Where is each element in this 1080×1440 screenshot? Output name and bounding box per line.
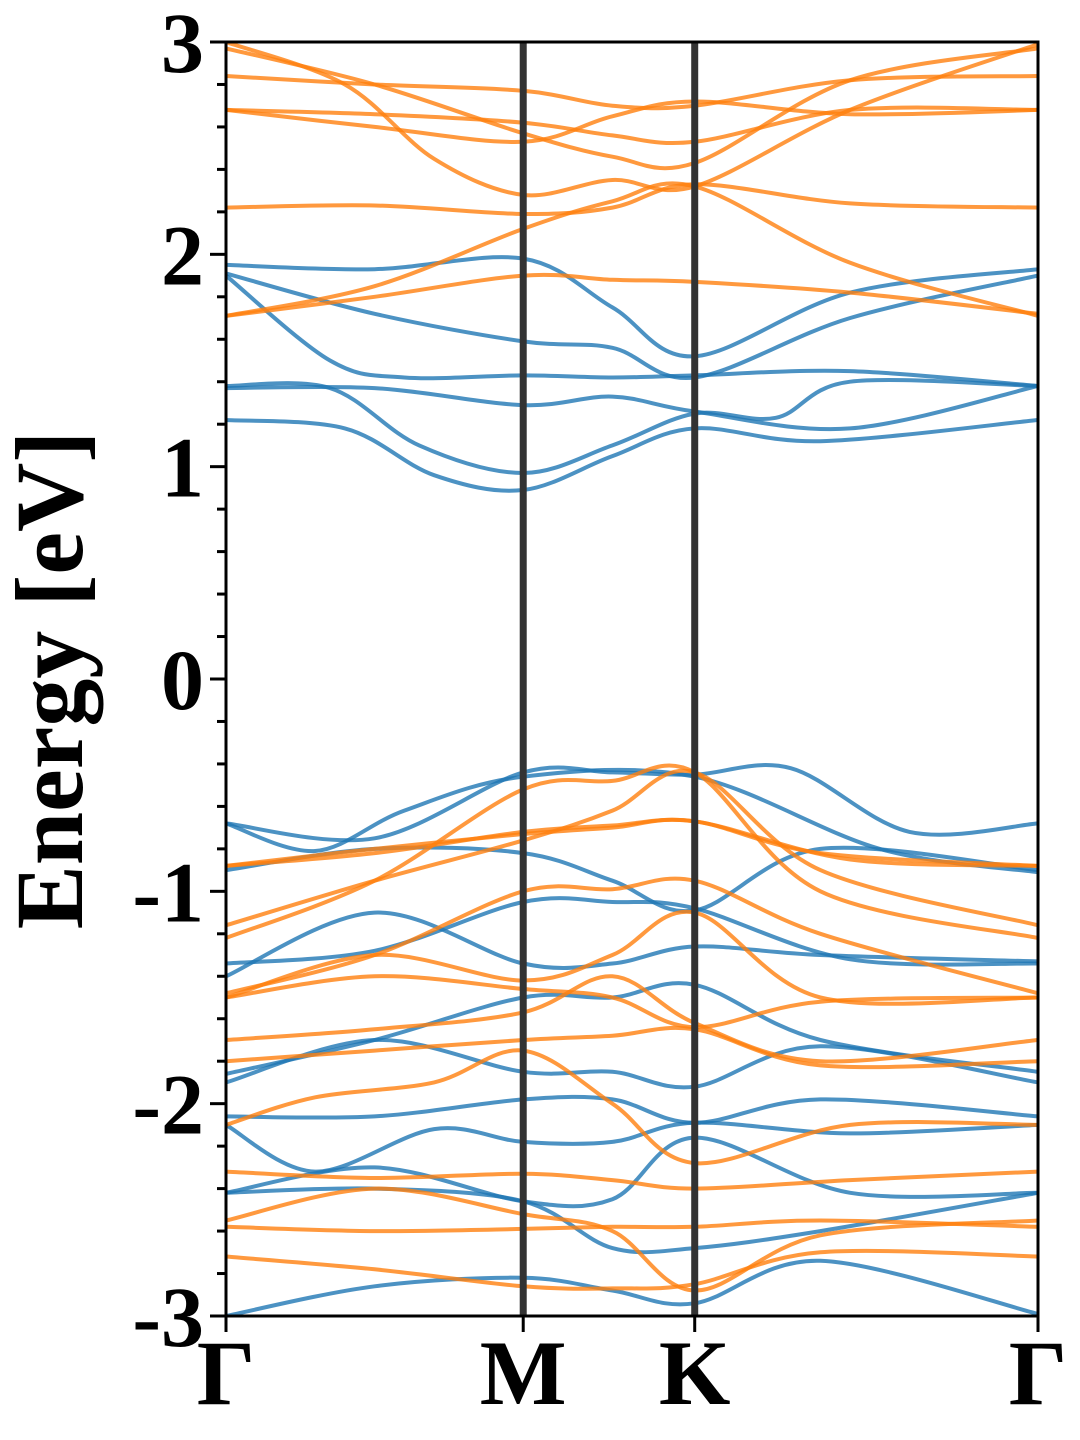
band-line-spin-up-13 xyxy=(226,1094,1038,1125)
band-line-spin-down-36 xyxy=(226,1169,1038,1191)
y-axis-ticks: 3 2 1 0 -1 -2 -3 xyxy=(132,0,226,1365)
y-tick-label: 0 xyxy=(161,632,204,728)
band-line-spin-up-4 xyxy=(226,378,1038,475)
band-line-spin-down-30 xyxy=(226,876,1038,996)
high-symmetry-lines xyxy=(519,42,699,1316)
y-tick-label: 1 xyxy=(161,420,204,516)
band-lines-group xyxy=(226,42,1038,1316)
band-line-spin-down-20 xyxy=(226,99,1038,144)
band-line-spin-down-33 xyxy=(226,974,1038,1064)
x-tick-label-2: K xyxy=(659,1322,731,1424)
band-line-spin-down-23 xyxy=(226,182,1038,217)
band-line-spin-up-17 xyxy=(226,1258,1038,1316)
band-line-spin-down-27 xyxy=(226,817,1038,868)
y-tick-label: 3 xyxy=(161,0,204,91)
band-line-spin-down-29 xyxy=(226,763,1038,940)
band-line-spin-up-10 xyxy=(226,910,1038,979)
band-line-spin-up-3 xyxy=(226,384,1038,432)
band-line-spin-down-37 xyxy=(226,1186,1038,1293)
x-tick-label-3: Γ xyxy=(1009,1322,1068,1424)
band-line-spin-up-12 xyxy=(226,1037,1038,1090)
band-line-spin-down-39 xyxy=(226,1248,1038,1291)
band-line-spin-down-38 xyxy=(226,1218,1038,1234)
plot-frame xyxy=(224,40,1040,1318)
band-line-spin-down-35 xyxy=(226,1048,1038,1166)
band-line-spin-down-21 xyxy=(226,46,1038,171)
band-line-spin-up-15 xyxy=(226,1135,1038,1209)
y-tick-label: 2 xyxy=(161,207,204,303)
band-line-spin-down-22 xyxy=(226,42,1038,198)
y-tick-label: -1 xyxy=(132,844,204,940)
band-line-spin-up-9 xyxy=(226,896,1038,967)
y-axis-label: Energy [eV] xyxy=(0,431,103,930)
band-line-spin-up-2 xyxy=(226,274,1038,388)
x-tick-label-1: M xyxy=(480,1322,567,1424)
band-line-spin-up-5 xyxy=(226,418,1038,493)
band-line-spin-down-26 xyxy=(226,817,1038,868)
band-line-spin-up-1 xyxy=(226,271,1038,381)
band-line-spin-down-24 xyxy=(226,181,1038,318)
y-tick-label: -3 xyxy=(132,1269,204,1365)
band-line-spin-down-34 xyxy=(226,1025,1038,1070)
band-line-spin-down-18 xyxy=(226,74,1038,111)
band-line-spin-up-6 xyxy=(226,763,1038,843)
band-line-spin-down-25 xyxy=(226,272,1038,318)
band-line-spin-down-19 xyxy=(226,105,1038,146)
band-line-spin-up-14 xyxy=(226,1120,1038,1174)
x-tick-label-0: Γ xyxy=(197,1322,256,1424)
y-tick-label: -2 xyxy=(132,1057,204,1153)
band-line-spin-down-32 xyxy=(226,974,1038,1030)
